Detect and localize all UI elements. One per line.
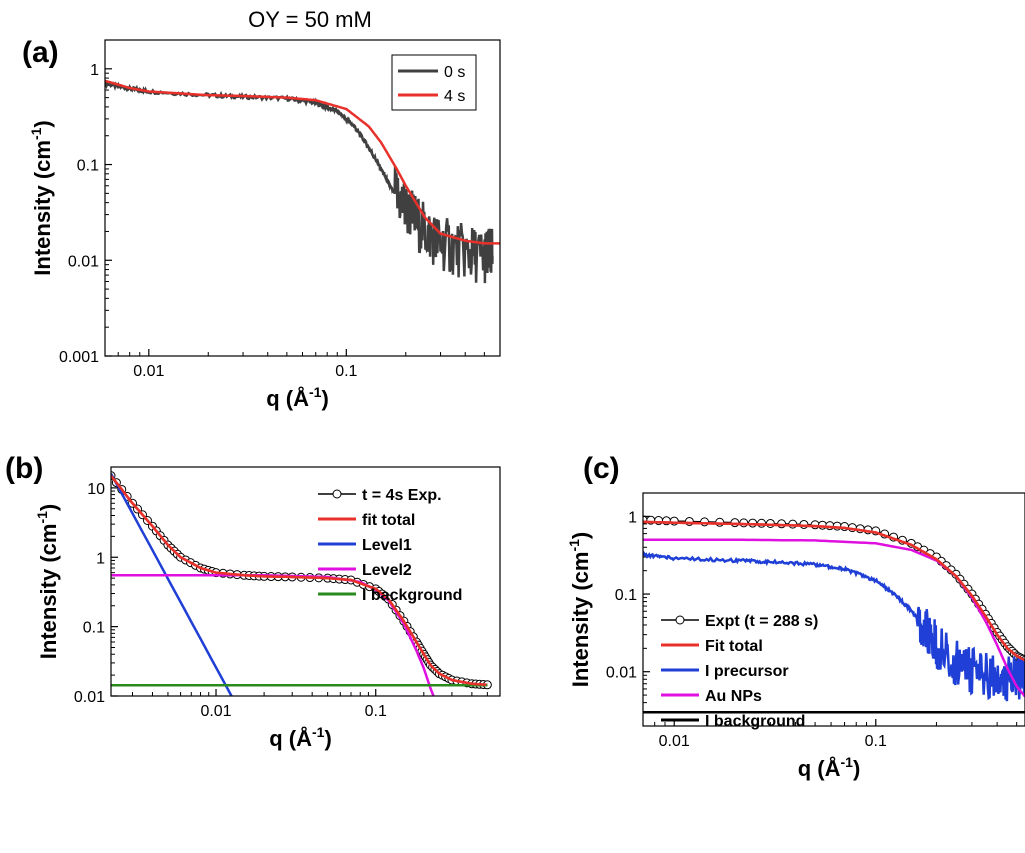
y-axis-label: Intensity (cm-1) xyxy=(34,504,61,659)
y-axis-label-end: ) xyxy=(30,120,55,127)
y-tick-label: 1 xyxy=(90,62,99,79)
x-axis-label-end: ) xyxy=(321,386,328,411)
y-axis-label: Intensity (cm-1) xyxy=(566,532,593,687)
data-point xyxy=(810,520,820,530)
legend-label-level2: Level2 xyxy=(362,562,412,579)
series-line-level1 xyxy=(111,473,233,696)
chart-panel-0: (a) 0.01 0.1 0.001 0.01 0.1 1 q (Å-1) Intensity … xyxy=(22,36,501,411)
y-tick-label: 1 xyxy=(96,550,105,567)
legend: 0 s4 s xyxy=(391,54,477,111)
panel-label: (c) xyxy=(583,452,620,485)
y-tick-label: 0.01 xyxy=(74,689,105,706)
y-tick-label: 0.01 xyxy=(606,665,637,682)
plot-frame xyxy=(110,466,501,697)
x-axis-label: q (Å-1) xyxy=(269,724,332,751)
y-tick-label: 0.1 xyxy=(83,620,105,637)
plot-frame xyxy=(642,492,1025,727)
y-axis-label-sup: -1 xyxy=(566,539,582,552)
y-tick-label: 10 xyxy=(87,481,105,498)
series-line-fit-overlay xyxy=(111,474,487,686)
legend-label-t-4s-exp: t = 4s Exp. xyxy=(362,487,442,504)
plot-frame xyxy=(104,39,501,357)
figure-title: OY = 50 mM xyxy=(248,7,372,32)
legend-label-fit-total: Fit total xyxy=(705,638,763,655)
legend-label-i-background: I background xyxy=(362,587,462,604)
series-line-i-precursor xyxy=(643,550,1025,702)
legend-label-0-s: 0 s xyxy=(444,64,465,81)
legend-label-level1: Level1 xyxy=(362,537,412,554)
legend: Expt (t = 288 s) Fit total I precursor Au N… xyxy=(661,613,818,730)
y-tick-label: 0.1 xyxy=(77,158,99,175)
chart-panel-1: (b) 0.01 0.1 0.01 0.1 1 10 q (Å-1) Intensity (cm… xyxy=(5,452,501,751)
series-group xyxy=(111,471,492,696)
chart-panel-2: (c) 0.01 0.1 0.01 0.1 1 q (Å-1) Intensity (cm-1… xyxy=(566,452,1025,781)
panel-label: (b) xyxy=(5,452,43,485)
legend-marker xyxy=(332,489,342,499)
y-axis-label-end: ) xyxy=(36,504,61,511)
x-tick-label: 0.01 xyxy=(133,363,164,380)
y-tick-label: 0.01 xyxy=(68,253,99,270)
legend-label-expt-t-288-s: Expt (t = 288 s) xyxy=(705,613,818,630)
panel-label: (a) xyxy=(22,36,59,69)
series-group xyxy=(105,79,500,284)
y-tick-label: 0.1 xyxy=(615,587,637,604)
x-axis-label-sup: -1 xyxy=(309,384,322,400)
legend: t = 4s Exp. fit total Level1 Level2 I backgr… xyxy=(318,487,462,604)
x-axis-label: q (Å-1) xyxy=(266,384,329,411)
legend-marker xyxy=(675,615,685,625)
legend-label-i-background: I background xyxy=(705,713,805,730)
x-tick-label: 0.1 xyxy=(865,733,887,750)
legend-label-fit-total: fit total xyxy=(362,512,415,529)
x-tick-label: 0.1 xyxy=(365,703,387,720)
x-axis-label-end: ) xyxy=(853,756,860,781)
data-point xyxy=(715,517,725,527)
series-line-4-s xyxy=(105,79,500,245)
x-tick-label: 0.01 xyxy=(200,703,231,720)
series-group xyxy=(643,515,1025,714)
series-line-fit-overlay xyxy=(643,520,1025,662)
y-axis-label-sup: -1 xyxy=(34,511,50,524)
series-line-0-s xyxy=(105,81,494,284)
y-tick-label: 1 xyxy=(628,509,637,526)
y-tick-label: 0.001 xyxy=(59,349,99,366)
x-axis-label-sup: -1 xyxy=(840,754,853,770)
x-axis-label-end: ) xyxy=(324,726,331,751)
x-axis-label-sup: -1 xyxy=(312,724,325,740)
y-axis-label-sup: -1 xyxy=(28,127,44,140)
legend-box xyxy=(391,54,477,111)
y-axis-label-end: ) xyxy=(568,532,593,539)
y-axis-label: Intensity (cm-1) xyxy=(28,120,55,275)
x-axis-label: q (Å-1) xyxy=(798,754,861,781)
legend-label-au-nps: Au NPs xyxy=(705,688,762,705)
x-tick-label: 0.1 xyxy=(335,363,357,380)
data-point xyxy=(700,517,710,527)
x-tick-label: 0.01 xyxy=(659,733,690,750)
legend-label-i-precursor: I precursor xyxy=(705,663,789,680)
legend-label-4-s: 4 s xyxy=(444,88,465,105)
